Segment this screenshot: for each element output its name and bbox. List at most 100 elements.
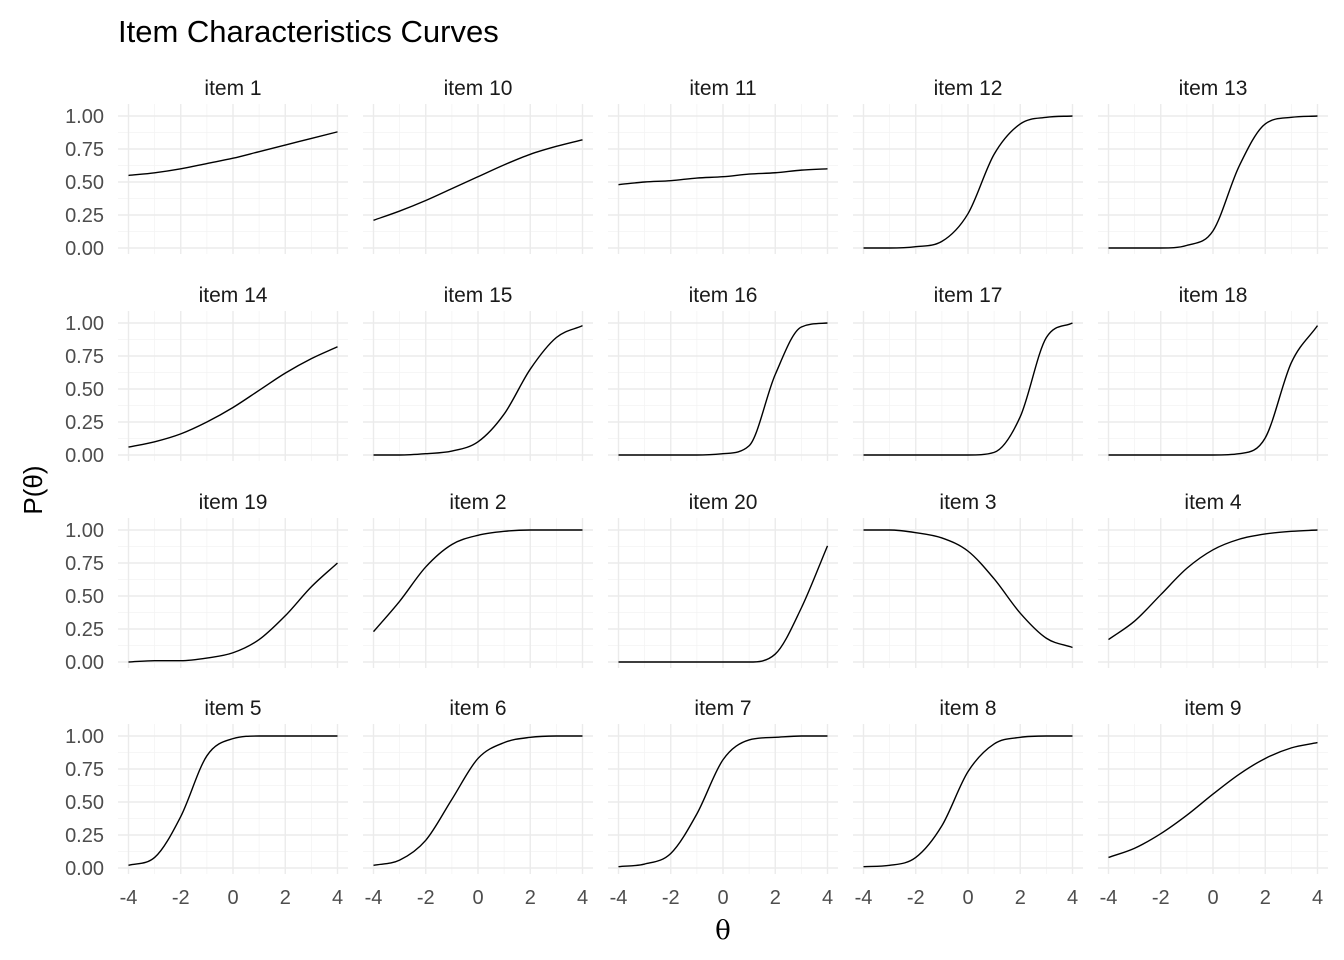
facet-panel: item 3 (853, 491, 1083, 668)
y-tick-label: 1.00 (65, 106, 104, 128)
icc-curve-line (128, 346, 338, 448)
icc-curve-line (863, 322, 1073, 456)
x-tick-label: -2 (907, 887, 925, 909)
facet-strip-label: item 17 (934, 284, 1003, 307)
x-tick-label: -2 (662, 887, 680, 909)
x-tick-label: 0 (227, 887, 238, 909)
facet-strip-label: item 9 (1184, 697, 1241, 720)
x-tick-label: 2 (280, 887, 291, 909)
icc-curve-line (1108, 115, 1318, 249)
facet-strip-label: item 4 (1184, 491, 1242, 514)
x-tick-label: -4 (1100, 887, 1118, 909)
icc-curve-line (1108, 529, 1318, 641)
icc-curve-line (863, 115, 1073, 249)
facet-strip-label: item 5 (204, 697, 261, 720)
facet-panel: item 9 -4 -2 0 2 4 (1098, 697, 1328, 909)
facet-panels: item 1 0.00 0.25 0.50 0.75 1.00 item 10 item 11… (65, 77, 1328, 909)
chart-title: Item Characteristics Curves (118, 14, 499, 49)
x-tick-label: -4 (855, 887, 873, 909)
x-tick-label: 4 (1312, 887, 1323, 909)
y-tick-label: 1.00 (65, 520, 104, 542)
facet-strip-label: item 18 (1179, 284, 1248, 307)
icc-curve-line (128, 735, 338, 867)
x-tick-label: 0 (472, 887, 483, 909)
icc-curve-line (863, 735, 1073, 868)
icc-curve-line (128, 131, 338, 177)
facet-panel: item 5 0.00 0.25 0.50 0.75 1.00 -4 -2 0 2 4 (65, 697, 348, 909)
facet-panel: item 17 (853, 284, 1083, 461)
facet-strip-label: item 11 (689, 77, 756, 100)
x-tick-label: 4 (822, 887, 833, 909)
y-tick-label: 0.00 (65, 858, 104, 880)
facet-panel: item 18 (1098, 284, 1328, 461)
facet-panel: item 12 (853, 77, 1083, 254)
y-tick-label: 1.00 (65, 726, 104, 748)
y-tick-label: 0.25 (65, 619, 104, 641)
facet-strip-label: item 13 (1179, 77, 1248, 100)
facet-panel: item 16 (608, 284, 838, 461)
facet-panel: item 1 0.00 0.25 0.50 0.75 1.00 (65, 77, 348, 260)
y-axis-label: P(θ) (18, 465, 48, 514)
x-tick-label: -4 (365, 887, 383, 909)
icc-curve-line (372, 529, 583, 633)
y-tick-label: 1.00 (65, 313, 104, 335)
y-tick-label: 0.50 (65, 379, 104, 401)
icc-curve-line (618, 735, 828, 868)
facet-panel: item 20 (608, 491, 838, 668)
icc-curve-line (373, 325, 583, 456)
y-tick-label: 0.50 (65, 792, 104, 814)
y-tick-label: 0.75 (65, 139, 104, 161)
facet-strip-label: item 15 (444, 284, 513, 307)
x-tick-label: -4 (120, 887, 138, 909)
facet-strip-label: item 8 (939, 697, 996, 720)
facet-panel: item 19 0.00 0.25 0.50 0.75 1.00 (65, 491, 348, 674)
x-axis-label: θ (715, 916, 731, 946)
facet-strip-label: item 14 (199, 284, 268, 307)
facet-panel: item 4 (1098, 491, 1328, 668)
y-tick-label: 0.25 (65, 412, 104, 434)
icc-curve-line (373, 735, 583, 867)
icc-curve-line (1108, 741, 1318, 859)
facet-panel: item 11 (608, 77, 838, 254)
facet-panel: item 6 -4 -2 0 2 4 (363, 697, 593, 909)
icc-curve-line (618, 168, 828, 186)
facet-strip-label: item 10 (444, 77, 513, 100)
facet-panel: item 8 -4 -2 0 2 4 (853, 697, 1083, 909)
facet-strip-label: item 7 (694, 697, 751, 720)
icc-curve-line (618, 545, 829, 663)
y-tick-label: 0.75 (65, 759, 104, 781)
facet-strip-label: item 2 (449, 491, 506, 514)
x-tick-label: 2 (525, 887, 536, 909)
facet-strip-label: item 12 (934, 77, 1003, 100)
x-tick-label: 4 (332, 887, 343, 909)
facet-strip-label: item 3 (939, 491, 996, 514)
facet-strip-label: item 6 (449, 697, 506, 720)
x-tick-label: 2 (1015, 887, 1026, 909)
y-tick-label: 0.50 (65, 586, 104, 608)
icc-curve-line (373, 139, 583, 221)
y-tick-label: 0.00 (65, 238, 104, 260)
facet-strip-label: item 20 (689, 491, 758, 514)
icc-curve-line (1108, 325, 1319, 456)
facet-strip-label: item 16 (689, 284, 758, 307)
facet-panel: item 15 (363, 284, 593, 461)
y-tick-label: 0.75 (65, 553, 104, 575)
facet-panel: item 7 -4 -2 0 2 4 (608, 697, 838, 909)
x-tick-label: 0 (1207, 887, 1218, 909)
x-tick-label: -2 (172, 887, 190, 909)
facet-panel: item 2 (363, 491, 593, 668)
x-tick-label: -4 (610, 887, 628, 909)
facet-panel: item 13 (1098, 77, 1328, 254)
facet-strip-label: item 19 (199, 491, 268, 514)
icc-curve-line (618, 322, 828, 456)
x-tick-label: 0 (717, 887, 728, 909)
y-tick-label: 0.00 (65, 652, 104, 674)
icc-curve-line (128, 562, 338, 663)
facet-panel: item 10 (363, 77, 593, 254)
x-tick-label: 2 (1260, 887, 1271, 909)
x-tick-label: -2 (417, 887, 435, 909)
x-tick-label: 4 (1067, 887, 1078, 909)
y-tick-label: 0.25 (65, 825, 104, 847)
facet-strip-label: item 1 (204, 77, 261, 100)
